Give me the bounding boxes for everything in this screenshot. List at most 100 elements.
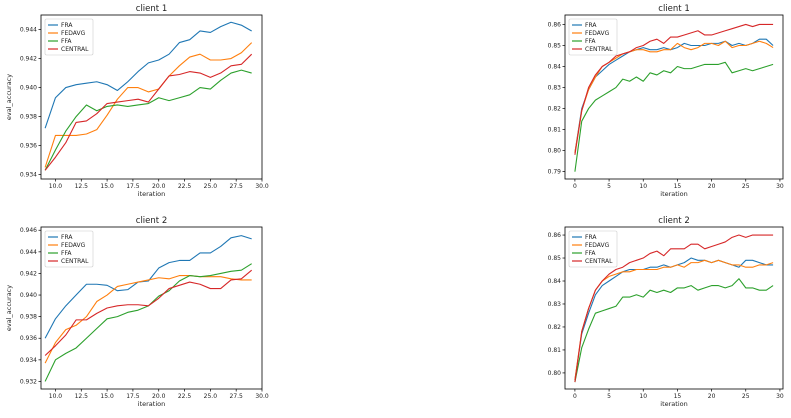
y-tick-label: 0.942 xyxy=(20,56,37,63)
x-tick-label: 20.0 xyxy=(152,183,166,190)
legend-box xyxy=(44,18,94,56)
y-tick-label: 0.934 xyxy=(20,357,37,364)
y-tick-label: 0.85 xyxy=(548,255,562,262)
x-tick-label: 17.5 xyxy=(126,393,140,400)
legend-entry: FFA xyxy=(61,38,72,45)
chart-title: client 2 xyxy=(136,216,167,226)
y-tick-label: 0.940 xyxy=(20,85,37,92)
x-tick-label: 15 xyxy=(674,183,682,190)
series-line-fedavg xyxy=(574,40,774,153)
y-tick-label: 0.80 xyxy=(548,370,562,377)
x-axis-label: iteration xyxy=(660,400,687,408)
x-tick-label: 20.0 xyxy=(152,393,166,400)
x-tick-label: 10 xyxy=(639,183,647,190)
x-tick-label: 0 xyxy=(573,393,577,400)
x-tick-label: 5 xyxy=(607,393,611,400)
x-tick-label: 20 xyxy=(708,183,716,190)
y-tick-label: 0.938 xyxy=(20,314,37,321)
y-axis-label: eval_accuracy xyxy=(5,285,13,331)
legend-entry: CENTRAL xyxy=(61,46,89,53)
y-tick-label: 0.936 xyxy=(20,143,37,150)
x-tick-label: 10.0 xyxy=(49,183,63,190)
axes-frame xyxy=(40,226,263,390)
series-line-fedavg xyxy=(44,42,253,168)
y-tick-label: 0.81 xyxy=(548,347,562,354)
x-tick-label: 30.0 xyxy=(255,393,269,400)
x-tick-label: 22.5 xyxy=(178,393,192,400)
y-tick-label: 0.932 xyxy=(20,378,37,385)
legend-entry: FRA xyxy=(61,22,73,29)
legend-entry: FFA xyxy=(585,38,596,45)
y-tick-label: 0.936 xyxy=(20,335,37,342)
series-line-fra xyxy=(574,257,774,380)
legend-entry: FEDAVG xyxy=(61,242,86,249)
y-tick-label: 0.944 xyxy=(20,27,37,34)
x-tick-label: 15 xyxy=(674,393,682,400)
x-tick-label: 15.0 xyxy=(100,183,114,190)
legend-entry: CENTRAL xyxy=(585,46,613,53)
x-tick-label: 20 xyxy=(708,393,716,400)
x-axis-label: iteration xyxy=(138,400,165,408)
y-tick-label: 0.84 xyxy=(548,278,562,285)
subplot-4: client 2 0 5 10 15 20 25 30 0.80 0.81 0.82 0.83 0.84… xyxy=(548,216,784,408)
subplot-3: client 2 10.0 12.5 15.0 17.5 20.0 22.5 25.0 27.5… xyxy=(5,216,269,408)
y-tick-label: 0.938 xyxy=(20,114,37,121)
series-line-ffa xyxy=(44,69,252,171)
y-tick-label: 0.79 xyxy=(548,169,562,176)
series-line-fra xyxy=(44,235,252,339)
x-tick-label: 25 xyxy=(742,183,750,190)
legend-box xyxy=(44,230,94,268)
axes-frame xyxy=(564,226,784,390)
legend-entry: FFA xyxy=(61,250,72,257)
legend-entry: FFA xyxy=(585,250,596,257)
x-tick-label: 25 xyxy=(742,393,750,400)
x-tick-label: 22.5 xyxy=(178,183,192,190)
x-axis-label: iteration xyxy=(660,190,687,198)
x-tick-label: 27.5 xyxy=(230,393,244,400)
legend-entry: FEDAVG xyxy=(585,30,610,37)
x-tick-label: 27.5 xyxy=(230,183,244,190)
x-tick-label: 5 xyxy=(607,183,611,190)
legend-entry: FRA xyxy=(585,234,597,241)
x-tick-label: 17.5 xyxy=(126,183,140,190)
series-line-ffa xyxy=(574,278,774,383)
x-tick-label: 10 xyxy=(639,393,647,400)
x-tick-label: 12.5 xyxy=(75,183,89,190)
x-tick-label: 25.0 xyxy=(204,183,218,190)
series-line-fra xyxy=(44,21,252,129)
chart-title: client 2 xyxy=(658,216,689,226)
y-tick-label: 0.934 xyxy=(20,172,37,179)
y-tick-label: 0.82 xyxy=(548,106,562,113)
chart-title: client 1 xyxy=(658,4,689,14)
y-tick-label: 0.84 xyxy=(548,64,562,71)
y-tick-label: 0.944 xyxy=(20,249,37,256)
y-tick-label: 0.83 xyxy=(548,85,562,92)
y-tick-label: 0.86 xyxy=(548,21,562,28)
legend-box xyxy=(568,230,618,268)
y-tick-label: 0.85 xyxy=(548,42,562,49)
legend-entry: FRA xyxy=(61,234,73,241)
legend-entry: FEDAVG xyxy=(61,30,86,37)
x-tick-label: 15.0 xyxy=(100,393,114,400)
x-tick-label: 25.0 xyxy=(204,393,218,400)
chart-title: client 1 xyxy=(136,4,167,14)
x-tick-label: 0 xyxy=(573,183,577,190)
y-axis-label: eval_accuracy xyxy=(5,74,13,120)
legend-entry: FEDAVG xyxy=(585,242,610,249)
x-tick-label: 30 xyxy=(776,183,784,190)
series-line-central xyxy=(574,234,774,383)
axes-frame xyxy=(40,14,263,180)
x-tick-label: 10.0 xyxy=(49,393,63,400)
series-line-central xyxy=(574,23,774,155)
x-tick-label: 12.5 xyxy=(75,393,89,400)
x-tick-label: 30.0 xyxy=(255,183,269,190)
subplot-1: client 1 10.0 12.5 15.0 17.5 20.0 22.5 25.0 27.5… xyxy=(5,4,269,198)
series-line-ffa xyxy=(574,61,774,172)
y-tick-label: 0.83 xyxy=(548,301,562,308)
x-axis-label: iteration xyxy=(138,190,165,198)
